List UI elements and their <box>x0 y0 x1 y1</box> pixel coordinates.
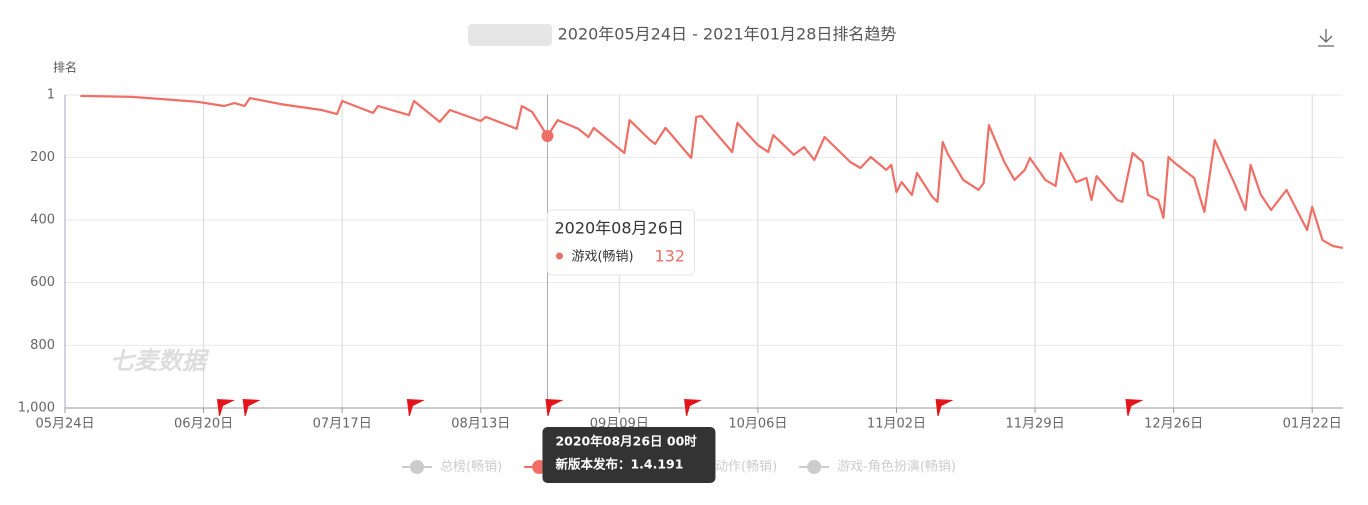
watermark: 七麦数据 <box>110 347 210 375</box>
y-tick-label: 1,000 <box>18 401 55 416</box>
release-flag <box>406 399 425 416</box>
release-flag <box>545 399 564 416</box>
tooltip-value: 132 <box>654 247 685 266</box>
x-tick-label: 05月24日 <box>35 417 94 432</box>
highlight-point <box>541 130 554 143</box>
x-tick-label: 10月06日 <box>728 417 787 432</box>
x-tick-label: 01月22日 <box>1283 417 1342 432</box>
x-tick-label: 11月29日 <box>1006 417 1065 432</box>
y-tick-label: 800 <box>30 338 55 353</box>
tooltip-title: 2020年08月26日 <box>554 219 683 238</box>
blurred-app-name <box>468 24 552 46</box>
x-tick-label: 11月02日 <box>867 417 926 432</box>
y-tick-label: 400 <box>30 213 55 228</box>
chart-title: 2020年05月24日 - 2021年01月28日排名趋势 <box>558 25 897 44</box>
release-flag <box>216 399 235 416</box>
legend-label[interactable]: 游戏-角色扮演(畅销) <box>837 459 956 475</box>
x-tick-label: 12月26日 <box>1144 417 1203 432</box>
x-tick-label: 07月17日 <box>313 417 372 432</box>
x-tick-label: 08月13日 <box>451 417 510 432</box>
release-flag <box>242 399 261 416</box>
release-tooltip-text: 新版本发布：1.4.191 <box>555 457 683 472</box>
y-axis-label: 排名 <box>53 60 77 75</box>
release-tooltip-box <box>542 427 716 483</box>
legend-marker[interactable] <box>410 460 424 474</box>
release-flag <box>1125 399 1144 416</box>
tooltip-box <box>546 209 695 276</box>
download-glyph[interactable] <box>1318 29 1334 47</box>
y-tick-label: 600 <box>30 275 55 290</box>
x-tick-label: 06月20日 <box>174 417 233 432</box>
release-tooltip-title: 2020年08月26日 00时 <box>555 434 697 449</box>
download-icon[interactable] <box>1318 29 1334 47</box>
legend-marker[interactable] <box>807 460 822 474</box>
release-flag <box>935 399 954 416</box>
tooltip-dot <box>555 252 563 260</box>
y-tick-label: 1 <box>47 88 55 103</box>
release-flag <box>684 399 703 416</box>
tooltip-series: 游戏(畅销) <box>571 250 633 265</box>
series-line <box>80 94 1344 249</box>
y-tick-label: 200 <box>30 150 55 165</box>
legend-label[interactable]: 总榜(畅销) <box>440 459 502 475</box>
